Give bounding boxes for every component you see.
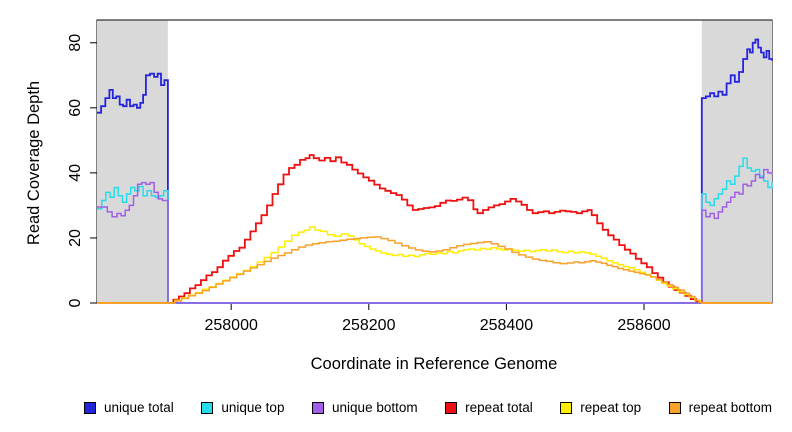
y-tick-label: 60: [67, 99, 84, 117]
x-axis-title: Coordinate in Reference Genome: [310, 355, 558, 373]
legend: unique total unique top unique bottom re…: [84, 400, 772, 415]
legend-item-repeat-total: repeat total: [445, 400, 533, 415]
series-repeat-bottom: [97, 236, 772, 304]
legend-label: repeat total: [465, 400, 533, 415]
legend-item-repeat-top: repeat top: [560, 400, 641, 415]
legend-swatch-repeat-top: [560, 401, 573, 414]
y-tick-label: 0: [67, 298, 84, 307]
legend-label: repeat top: [580, 400, 642, 415]
legend-item-unique-top: unique top: [201, 400, 284, 415]
legend-label: repeat bottom: [688, 400, 772, 415]
series-unique-total: [97, 38, 773, 304]
legend-label: unique top: [221, 400, 285, 415]
x-tick-label: 258400: [480, 317, 533, 334]
y-axis-title: Read Coverage Depth: [25, 80, 43, 246]
series-repeat-total: [97, 154, 772, 304]
legend-swatch-unique-top: [201, 401, 214, 414]
legend-label: unique total: [104, 400, 174, 415]
legend-swatch-repeat-bottom: [668, 401, 681, 414]
masked-region: [701, 20, 772, 303]
series-unique-bottom: [97, 168, 773, 304]
series-repeat-top: [97, 226, 772, 304]
y-tick-label: 20: [67, 229, 84, 247]
plot-box: [96, 19, 773, 304]
masked-region: [97, 20, 168, 303]
legend-swatch-unique-total: [84, 401, 96, 414]
y-tick-label: 80: [67, 34, 84, 52]
legend-swatch-unique-bottom: [312, 401, 325, 414]
legend-item-repeat-bottom: repeat bottom: [668, 400, 772, 415]
legend-label: unique bottom: [332, 400, 418, 415]
legend-swatch-repeat-total: [445, 401, 458, 414]
x-tick-label: 258000: [204, 317, 257, 334]
y-tick-label: 40: [67, 164, 84, 182]
legend-item-unique-bottom: unique bottom: [312, 400, 418, 415]
legend-item-unique-total: unique total: [84, 400, 174, 415]
x-tick-label: 258600: [617, 317, 670, 334]
series-unique-top: [97, 157, 773, 304]
x-tick-label: 258200: [342, 317, 395, 334]
